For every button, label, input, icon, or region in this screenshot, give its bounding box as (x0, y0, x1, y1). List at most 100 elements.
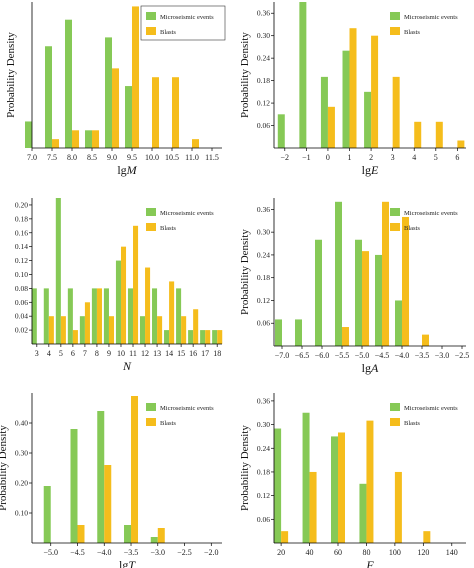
x-tick-label: 140 (446, 548, 458, 557)
bar-microseismic-7 (115, 260, 121, 344)
x-tick-label: 15 (177, 349, 185, 358)
bar-blast-11 (181, 316, 187, 344)
bar-microseismic-2 (320, 76, 328, 148)
legend-swatch-microseismic (146, 403, 156, 411)
x-tick-label: 1 (348, 153, 352, 162)
x-tick-label: 0 (326, 153, 330, 162)
y-tick-label: 0.30 (257, 228, 270, 237)
x-tick-label: 2 (369, 153, 373, 162)
bar-blast-3 (157, 528, 165, 543)
x-tick-label: 11 (129, 349, 137, 358)
bar-blast-5 (108, 316, 115, 344)
bar-blast-1 (362, 251, 369, 346)
bar-microseismic-4 (105, 37, 112, 149)
legend-label-microseismic: Microseismic events (160, 14, 214, 21)
bar-blast-5 (152, 77, 159, 148)
x-tick-label: 14 (165, 349, 173, 358)
x-tick-label: 10.5 (165, 153, 179, 162)
y-tick-label: 0.24 (257, 54, 270, 63)
x-tick-label: 8.0 (67, 153, 77, 162)
panel-6: 20 40 60 80 100 120 140 0.06 0.12 0.18 0.24 0.30 0.3… (239, 393, 466, 568)
x-tick-label: 4 (47, 349, 51, 358)
legend-swatch-microseismic (146, 12, 156, 20)
bar-blast-0 (48, 316, 54, 344)
legend-swatch-microseismic (390, 12, 400, 20)
bar-microseismic-4 (79, 316, 85, 344)
bar-blast-10 (169, 281, 175, 344)
bar-blast-0 (77, 525, 85, 543)
x-tick-label: 16 (189, 349, 197, 358)
x-tick-label: 13 (153, 349, 161, 358)
legend-swatch-microseismic (390, 403, 400, 411)
x-tick-label: 60 (334, 548, 342, 557)
y-tick-label: 0.08 (15, 284, 28, 293)
x-tick-label: −7.0 (275, 351, 290, 360)
bar-microseismic-3 (359, 483, 367, 543)
bar-blast-4 (422, 334, 429, 346)
bar-blast-4 (414, 121, 422, 148)
x-tick-label: 40 (306, 548, 314, 557)
bar-blast-6 (120, 246, 127, 344)
x-tick-label: −4.0 (395, 351, 410, 360)
bar-microseismic-3 (85, 130, 92, 148)
legend-label-blast: Blasts (404, 225, 420, 232)
y-axis-label: Probability Density (239, 229, 251, 315)
bar-microseismic-2 (55, 198, 61, 344)
x-tick-label: −4.0 (97, 548, 112, 557)
bar-blast-4 (96, 288, 102, 344)
y-tick-label: 0.10 (15, 509, 28, 518)
bar-microseismic-0 (31, 288, 37, 344)
bar-microseismic-4 (150, 537, 158, 543)
bar-microseismic-1 (70, 429, 78, 543)
bar-blast-14 (217, 330, 223, 344)
bar-blast-6 (457, 140, 465, 148)
x-tick-label: −2.0 (204, 548, 219, 557)
bar-blast-1 (60, 316, 66, 344)
bar-microseismic-0 (25, 121, 32, 148)
bar-microseismic-8 (127, 288, 134, 344)
panel-5: −5.0 −4.5 −4.0 −3.5 −3.0 −2.5 −2.0 0.10 0.20 0.30… (0, 393, 222, 568)
x-tick-label: −3.5 (124, 548, 139, 557)
y-tick-label: 0.20 (15, 200, 28, 209)
bar-microseismic-3 (342, 50, 350, 148)
bar-blast-3 (112, 68, 119, 148)
bar-blast-2 (371, 35, 379, 148)
panel-3: 3 4 5 6 7 8 9 10 11 12 13 14 15 16 17 18 0.02 0.04 0.06 0.0… (15, 198, 223, 373)
legend-swatch-blast (146, 223, 156, 231)
y-tick-label: 0.36 (257, 205, 270, 214)
x-tick-label: 9.5 (127, 153, 137, 162)
bar-microseismic-5 (125, 86, 132, 148)
y-tick-label: 0.36 (257, 396, 270, 405)
bar-blast-0 (281, 531, 289, 543)
x-tick-label: 10 (117, 349, 125, 358)
y-tick-label: 0.30 (257, 420, 270, 429)
y-axis-label: Probability Density (239, 32, 251, 118)
bar-microseismic-12 (176, 288, 182, 344)
bar-blast-0 (52, 139, 59, 148)
x-tick-label: 3 (391, 153, 395, 162)
bar-blast-1 (309, 471, 317, 543)
legend-label-blast: Blasts (160, 29, 176, 36)
y-tick-label: 0.30 (15, 449, 28, 458)
bar-blast-1 (349, 28, 357, 149)
legend-label-blast: Blasts (404, 29, 420, 36)
bar-microseismic-3 (67, 288, 73, 344)
y-tick-label: 0.30 (257, 31, 270, 40)
bar-microseismic-1 (302, 412, 310, 543)
bar-blast-12 (193, 309, 199, 344)
bar-blast-1 (72, 130, 79, 148)
y-tick-label: 0.02 (15, 326, 28, 335)
x-axis-label: F (365, 558, 374, 568)
y-tick-label: 0.06 (257, 515, 270, 524)
bar-blast-2 (382, 201, 389, 346)
bar-blast-0 (342, 327, 349, 346)
x-tick-label: 12 (141, 349, 149, 358)
legend-swatch-microseismic (146, 208, 156, 216)
y-tick-label: 0.14 (15, 242, 28, 251)
bar-blast-2 (338, 432, 345, 543)
bar-blast-7 (192, 139, 199, 148)
x-tick-label: 11.0 (185, 153, 199, 162)
bar-microseismic-9 (139, 316, 146, 344)
x-tick-label: −6.5 (295, 351, 310, 360)
bar-microseismic-2 (315, 239, 322, 346)
